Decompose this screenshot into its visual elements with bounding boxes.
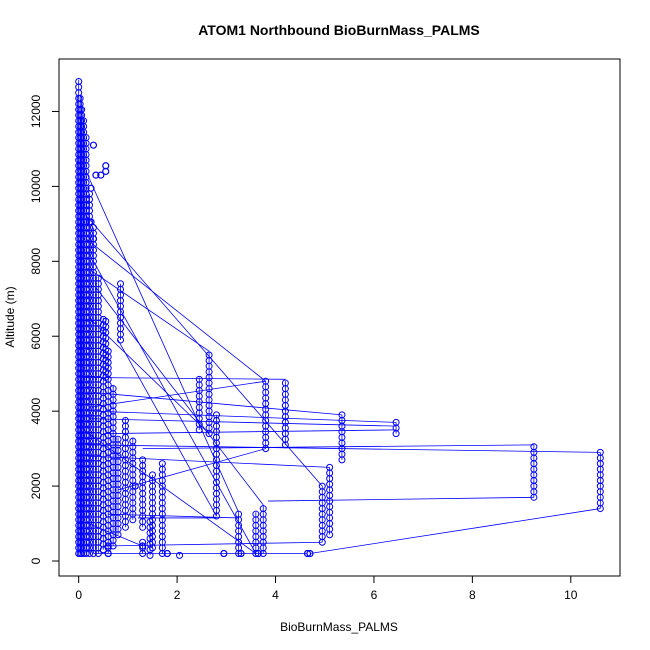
y-axis-label: Altitude (m) xyxy=(3,286,17,347)
data-point xyxy=(158,460,166,468)
data-point xyxy=(94,274,102,282)
series-line-segment xyxy=(93,410,397,423)
series-layer xyxy=(75,77,604,559)
data-point xyxy=(205,351,213,359)
data-point xyxy=(212,411,220,419)
y-tick-label: 4000 xyxy=(29,397,43,424)
data-point xyxy=(176,551,184,559)
y-tick-label: 12000 xyxy=(29,94,43,128)
x-tick-label: 8 xyxy=(469,588,476,602)
data-point xyxy=(129,437,137,445)
data-point xyxy=(259,505,267,513)
data-point xyxy=(78,106,86,114)
data-point xyxy=(117,280,125,288)
y-tick-label: 10000 xyxy=(29,169,43,203)
series-line-segment xyxy=(83,429,257,554)
data-point xyxy=(220,549,228,558)
x-tick-label: 4 xyxy=(272,588,279,602)
series-line-segment xyxy=(85,238,266,382)
data-point xyxy=(139,538,147,546)
data-point xyxy=(149,471,156,479)
series-line-segment xyxy=(103,429,397,435)
series-line-segment xyxy=(88,444,601,453)
data-point xyxy=(92,171,100,179)
series-line-segment xyxy=(142,444,534,450)
series-line-segment xyxy=(83,377,286,380)
data-point xyxy=(139,542,147,550)
data-point xyxy=(281,379,289,387)
y-tick-label: 2000 xyxy=(29,472,43,499)
data-point xyxy=(109,385,117,393)
data-point xyxy=(82,134,90,142)
data-point xyxy=(237,549,245,558)
data-point xyxy=(530,443,538,451)
y-axis: 0 2000 4000 6000 8000 10000 12000 xyxy=(29,94,60,564)
data-point xyxy=(104,542,112,550)
data-point xyxy=(252,510,260,518)
data-point xyxy=(195,375,203,383)
series-line-segment xyxy=(88,380,266,408)
data-point xyxy=(102,162,110,170)
data-point xyxy=(146,518,154,526)
data-point xyxy=(75,77,83,85)
series-line-segment xyxy=(88,455,330,468)
series-line-segment xyxy=(103,541,323,547)
data-point xyxy=(392,418,400,426)
y-tick-label: 8000 xyxy=(29,248,43,275)
data-point xyxy=(262,377,270,385)
plot-box xyxy=(58,58,621,577)
data-point xyxy=(104,549,112,558)
data-point xyxy=(102,317,110,325)
data-point xyxy=(131,482,139,490)
x-axis-label: BioBurnMass_PALMS xyxy=(280,620,398,634)
data-point xyxy=(254,549,262,558)
x-axis: 0 2 4 6 8 10 xyxy=(75,575,578,602)
data-point xyxy=(89,235,98,243)
data-point xyxy=(163,549,171,558)
series-line-segment xyxy=(85,171,239,513)
series-line-segment xyxy=(88,268,210,352)
series-line-segment xyxy=(309,508,601,554)
series-line-segment xyxy=(268,496,534,502)
x-tick-label: 6 xyxy=(371,588,378,602)
chart-title: ATOM1 Northbound BioBurnMass_PALMS xyxy=(198,22,480,38)
series-line-segment xyxy=(88,523,143,547)
data-point xyxy=(87,184,95,192)
data-point xyxy=(596,448,604,456)
series-line-segment xyxy=(117,339,217,517)
x-tick-label: 2 xyxy=(174,588,181,602)
data-point xyxy=(80,117,88,125)
data-point xyxy=(326,463,334,471)
data-point xyxy=(89,141,98,149)
series-line-segment xyxy=(93,392,342,416)
data-point xyxy=(306,549,314,558)
y-tick-label: 0 xyxy=(29,557,43,564)
data-point xyxy=(338,411,346,419)
series-line-segment xyxy=(88,418,397,427)
data-point xyxy=(303,549,312,558)
data-point xyxy=(76,94,84,102)
data-point xyxy=(114,435,122,443)
data-point xyxy=(97,171,105,179)
data-point xyxy=(318,482,326,490)
data-point xyxy=(87,218,95,226)
data-point xyxy=(121,417,129,425)
x-tick-label: 0 xyxy=(75,588,82,602)
y-tick-label: 6000 xyxy=(29,323,43,350)
data-point xyxy=(235,510,243,518)
data-point xyxy=(139,456,147,464)
x-tick-label: 10 xyxy=(564,588,578,602)
